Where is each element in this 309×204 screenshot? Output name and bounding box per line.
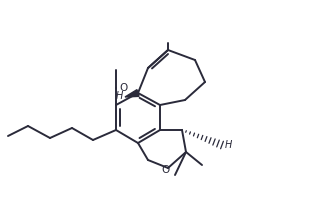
Text: H: H bbox=[224, 140, 232, 150]
Polygon shape bbox=[125, 90, 139, 97]
Text: O: O bbox=[162, 165, 170, 175]
Text: O: O bbox=[119, 83, 127, 93]
Text: H: H bbox=[115, 91, 123, 101]
